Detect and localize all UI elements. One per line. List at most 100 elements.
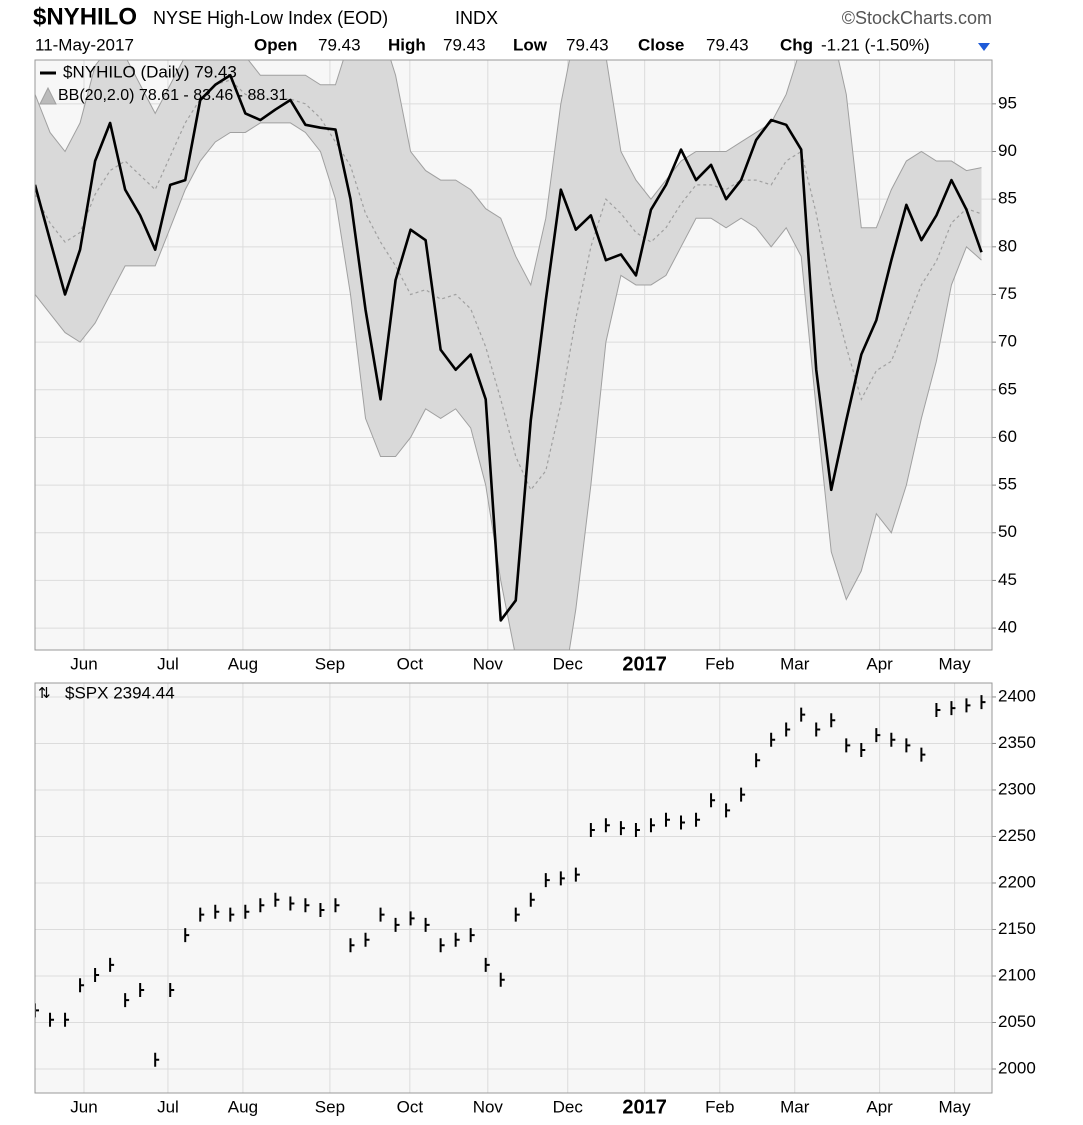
price-bar	[229, 907, 235, 922]
price-bar	[634, 822, 640, 837]
plot-area	[35, 683, 992, 1093]
x-tick-label: Sep	[315, 1097, 345, 1116]
y-tick-label: 80	[998, 236, 1017, 255]
price-bar	[529, 892, 535, 907]
low: 79.43	[566, 35, 609, 54]
price-bar	[965, 698, 971, 713]
y-tick-label: 2000	[998, 1058, 1036, 1077]
price-bar	[35, 1003, 39, 1018]
close: 79.43	[706, 35, 749, 54]
price-bar	[589, 822, 595, 837]
y-tick-label: 2300	[998, 779, 1036, 798]
y-tick-label: 55	[998, 475, 1017, 494]
plot-frame	[34, 59, 993, 651]
price-bar	[49, 1012, 55, 1027]
x-tick-label: Feb	[705, 654, 734, 673]
price-bar	[710, 793, 716, 808]
price-bar	[439, 938, 445, 953]
price-bar	[890, 732, 896, 747]
chg: -1.21 (-1.50%)	[821, 35, 930, 54]
y-tick-label: 2400	[998, 686, 1036, 705]
legend-label: BB(20,2.0) 78.61 - 83.46 - 88.31	[58, 87, 288, 104]
band-lower	[35, 122, 982, 650]
price-bar	[454, 932, 460, 947]
symbol: $NYHILO	[33, 3, 137, 30]
price-bar	[319, 902, 325, 917]
high: 79.43	[443, 35, 486, 54]
price-bar	[94, 968, 100, 983]
price-bar	[484, 957, 490, 972]
y-tick-label: 2050	[998, 1012, 1036, 1031]
band-area	[35, 60, 982, 650]
price-bar	[334, 898, 340, 913]
price-bar	[800, 707, 806, 722]
chg-label: Chg	[780, 35, 813, 54]
price-bar	[980, 695, 986, 710]
x-tick-label: Sep	[315, 654, 345, 673]
price-bar	[770, 732, 776, 747]
price-bar	[664, 812, 670, 827]
band-middle	[35, 79, 982, 492]
price-bar	[920, 747, 926, 762]
price-bar	[680, 815, 686, 830]
y-tick-label: 2150	[998, 919, 1036, 938]
brand: ©StockCharts.com	[842, 8, 992, 28]
y-tick-label: 50	[998, 522, 1017, 541]
x-tick-label: May	[939, 654, 972, 673]
date: 11-May-2017	[35, 35, 134, 54]
price-bar	[830, 713, 836, 728]
open: 79.43	[318, 35, 361, 54]
y-tick-label: 95	[998, 93, 1017, 112]
price-bar	[169, 982, 175, 997]
price-bar	[304, 898, 310, 913]
close-label: Close	[638, 35, 684, 54]
x-tick-label: Nov	[473, 654, 504, 673]
band-upper	[35, 60, 982, 287]
price-bar	[124, 993, 130, 1008]
price-bar	[950, 701, 956, 716]
legend-swatch	[39, 86, 57, 105]
legend-label: $NYHILO (Daily) 79.43	[63, 62, 237, 81]
y-tick-label: 60	[998, 427, 1017, 446]
x-tick-label: 2017	[622, 1096, 667, 1118]
y-tick-label: 85	[998, 189, 1017, 208]
price-bar	[289, 896, 295, 911]
price-bar	[214, 904, 220, 919]
x-tick-label: Feb	[705, 1097, 734, 1116]
x-tick-label: Mar	[780, 1097, 810, 1116]
plot-series	[35, 695, 986, 1067]
price-bar	[199, 907, 205, 922]
y-tick-label: 2250	[998, 826, 1036, 845]
index-name: NYSE High-Low Index (EOD)	[153, 8, 388, 28]
price-bar	[379, 907, 385, 922]
high-label: High	[388, 35, 426, 54]
low-label: Low	[513, 35, 548, 54]
price-bar	[349, 938, 355, 953]
price-bar	[905, 738, 911, 753]
legend-label: $SPX 2394.44	[65, 683, 175, 702]
y-tick-label: 45	[998, 570, 1017, 589]
price-bar	[619, 821, 625, 836]
price-bar	[244, 904, 250, 919]
price-bar	[875, 728, 881, 743]
y-tick-label: 2100	[998, 965, 1036, 984]
price-bar	[274, 892, 280, 907]
price-bar	[259, 898, 265, 913]
price-bar	[154, 1052, 160, 1067]
down-arrow	[978, 43, 990, 51]
price-bar	[64, 1012, 70, 1027]
x-tick-label: Apr	[866, 654, 893, 673]
price-bar	[574, 867, 580, 882]
y-tick-label: 90	[998, 141, 1017, 160]
price-bar	[514, 907, 520, 922]
y-tick-label: 2350	[998, 733, 1036, 752]
y-tick-label: 2200	[998, 872, 1036, 891]
x-tick-label: Dec	[553, 1097, 584, 1116]
line	[35, 73, 983, 622]
x-tick-label: Oct	[397, 1097, 424, 1116]
price-bar	[109, 957, 115, 972]
price-bar	[559, 871, 565, 886]
price-bar	[499, 972, 505, 987]
